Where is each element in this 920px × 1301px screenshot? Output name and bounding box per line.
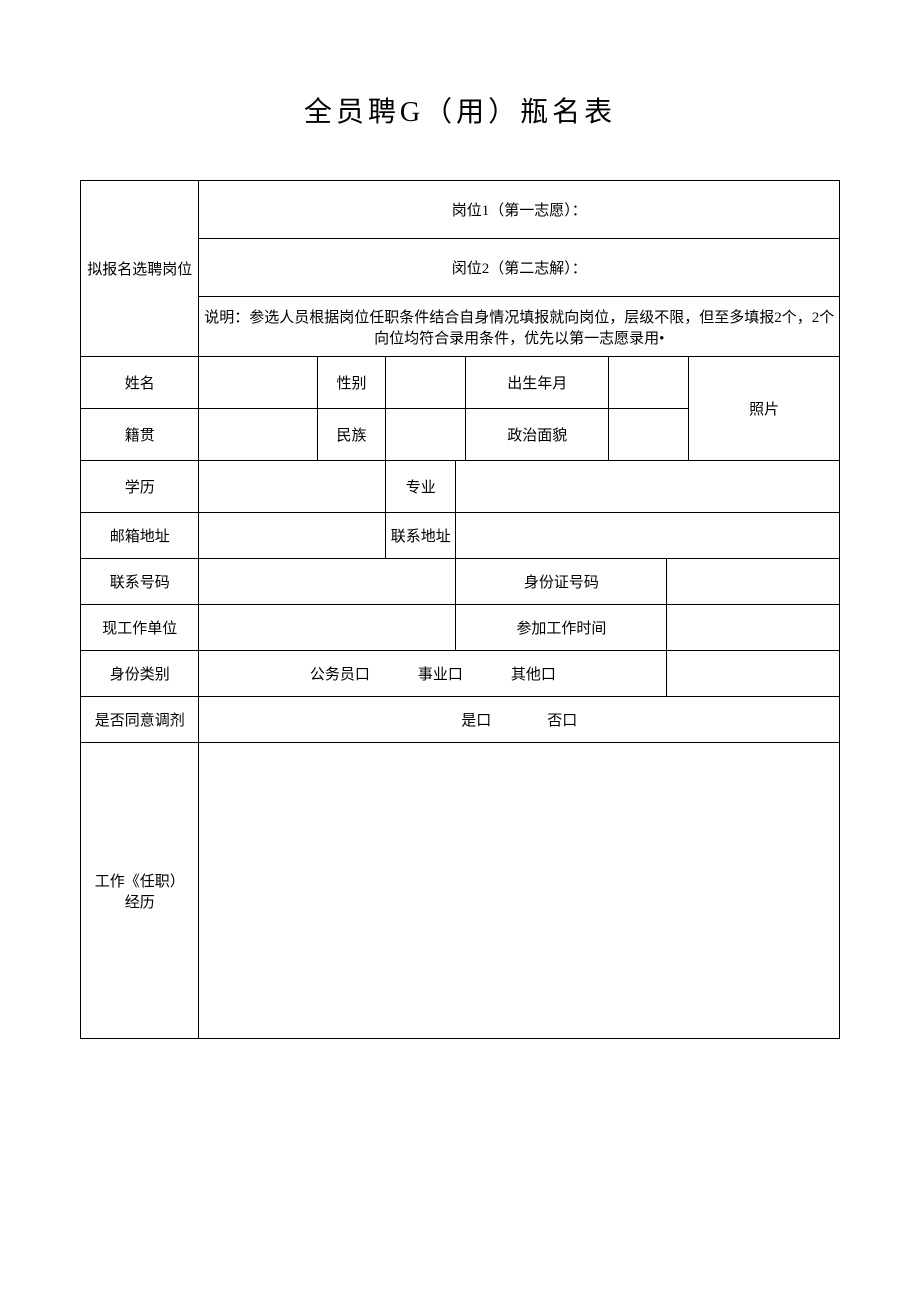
label-current-employer: 现工作单位 [81, 605, 199, 651]
label-id-number: 身份证号码 [456, 559, 667, 605]
field-education [199, 461, 386, 513]
field-name [199, 357, 317, 409]
label-email: 邮箱地址 [81, 513, 199, 559]
label-identity-type: 身份类别 [81, 651, 199, 697]
label-contact-addr: 联系地址 [386, 513, 456, 559]
field-accept-transfer: 是口 否口 [199, 697, 840, 743]
field-political [609, 409, 689, 461]
field-ethnicity [386, 409, 466, 461]
label-work-start: 参加工作时间 [456, 605, 667, 651]
field-identity-type-extra [667, 651, 840, 697]
label-major: 专业 [386, 461, 456, 513]
field-current-employer [199, 605, 456, 651]
label-native-place: 籍贯 [81, 409, 199, 461]
field-work-start [667, 605, 840, 651]
label-accept-transfer: 是否同意调剂 [81, 697, 199, 743]
transfer-option-yes: 是口 [461, 709, 491, 730]
label-ethnicity: 民族 [317, 409, 385, 461]
document-page: 全员聘G（用）瓶名表 拟报名选聘岗位 岗位1（第一志愿）： 闵位2（第二志解）：… [0, 0, 920, 1039]
field-email [199, 513, 386, 559]
transfer-option-no: 否口 [547, 709, 577, 730]
page-title: 全员聘G（用）瓶名表 [80, 90, 840, 130]
field-gender [386, 357, 466, 409]
field-major [456, 461, 840, 513]
label-name: 姓名 [81, 357, 199, 409]
identity-options-group: 公务员口 事业口 其他口 [201, 663, 664, 684]
field-identity-type: 公务员口 事业口 其他口 [199, 651, 667, 697]
position-choice-1: 岗位1（第一志愿）： [199, 181, 840, 239]
label-photo: 照片 [689, 357, 840, 461]
label-phone: 联系号码 [81, 559, 199, 605]
label-position-section: 拟报名选聘岗位 [81, 181, 199, 357]
position-choice-2: 闵位2（第二志解）： [199, 239, 840, 297]
transfer-options-group: 是口 否口 [201, 709, 837, 730]
field-phone [199, 559, 456, 605]
label-political: 政治面貌 [466, 409, 609, 461]
field-id-number [667, 559, 840, 605]
position-note: 说明：参选人员根据岗位任职条件结合自身情况填报就向岗位，层级不限，但至多填报2个… [199, 297, 840, 357]
label-birth: 出生年月 [466, 357, 609, 409]
label-gender: 性别 [317, 357, 385, 409]
field-native-place [199, 409, 317, 461]
field-birth [609, 357, 689, 409]
field-contact-addr [456, 513, 840, 559]
application-form-table: 拟报名选聘岗位 岗位1（第一志愿）： 闵位2（第二志解）： 说明：参选人员根据岗… [80, 180, 840, 1039]
field-experience [199, 743, 840, 1039]
label-education: 学历 [81, 461, 199, 513]
identity-option-civil-servant: 公务员口 [310, 663, 370, 684]
label-experience: 工作《任职） 经历 [81, 743, 199, 1039]
identity-option-institution: 事业口 [418, 663, 463, 684]
identity-option-other: 其他口 [511, 663, 556, 684]
